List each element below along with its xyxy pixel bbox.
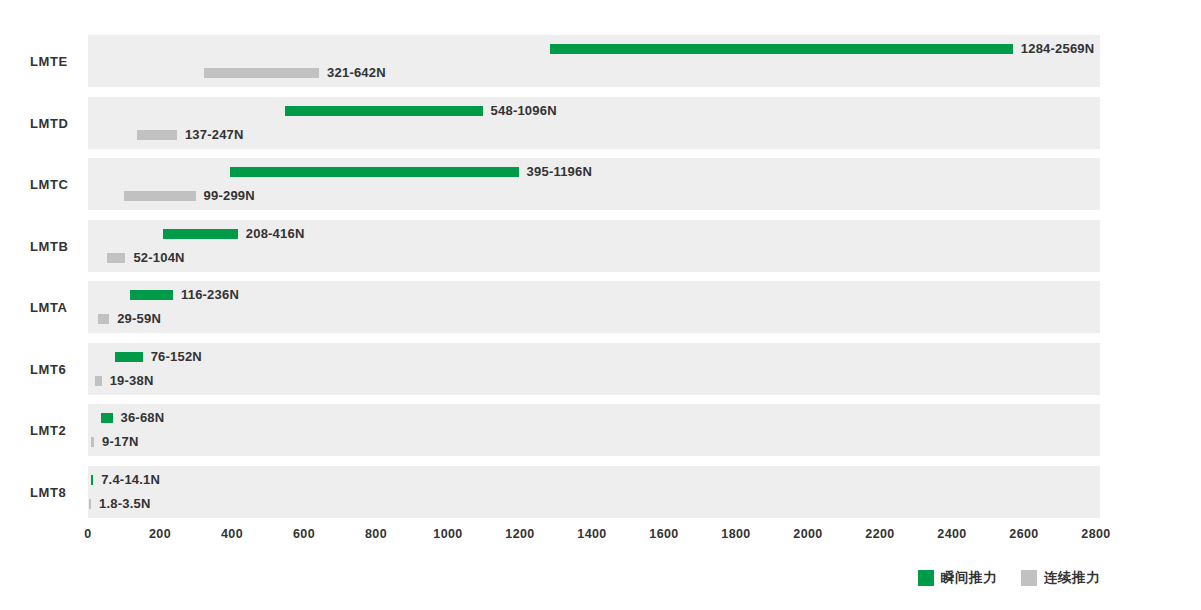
- bar-instant-thrust-lmte: [550, 44, 1013, 54]
- legend-label-continuous-thrust: 连续推力: [1044, 569, 1100, 587]
- chart-row-lmt6: [88, 343, 1100, 395]
- category-label-lmtc: LMTC: [30, 158, 84, 210]
- bar-value-label-instant-thrust-lmtc: 395-1196N: [527, 164, 592, 180]
- x-axis-tick-1400: 1400: [560, 527, 624, 541]
- bar-value-label-continuous-thrust-lmta: 29-59N: [117, 311, 161, 327]
- x-axis-tick-2800: 2800: [1064, 527, 1128, 541]
- bar-value-label-instant-thrust-lmt2: 36-68N: [121, 410, 165, 426]
- x-axis-tick-600: 600: [272, 527, 336, 541]
- bar-value-label-continuous-thrust-lmt6: 19-38N: [110, 373, 154, 389]
- bar-continuous-thrust-lmtd: [137, 130, 177, 140]
- bar-value-label-instant-thrust-lmte: 1284-2569N: [1021, 41, 1095, 57]
- x-axis-tick-1000: 1000: [416, 527, 480, 541]
- bar-value-label-instant-thrust-lmt6: 76-152N: [151, 349, 202, 365]
- bar-continuous-thrust-lmta: [98, 314, 109, 324]
- chart-row-lmta: [88, 281, 1100, 333]
- bar-value-label-instant-thrust-lmta: 116-236N: [181, 287, 239, 303]
- bar-value-label-instant-thrust-lmtb: 208-416N: [246, 226, 305, 242]
- legend-swatch-continuous-thrust: [1021, 570, 1037, 586]
- legend: 瞬间推力 连续推力: [918, 569, 1100, 587]
- x-axis-tick-800: 800: [344, 527, 408, 541]
- chart-row-lmtb: [88, 220, 1100, 272]
- bar-instant-thrust-lmtb: [163, 229, 238, 239]
- legend-label-instant-thrust: 瞬间推力: [941, 569, 997, 587]
- category-label-lmt6: LMT6: [30, 343, 84, 395]
- thrust-range-chart: LMTE 1284-2569N 321-642N LMTD 548-1096N 137-2…: [0, 0, 1201, 610]
- category-label-lmt8: LMT8: [30, 466, 84, 518]
- chart-row-lmt8: [88, 466, 1100, 518]
- legend-item-instant-thrust: 瞬间推力: [918, 569, 997, 587]
- bar-instant-thrust-lmtc: [230, 167, 518, 177]
- x-axis-tick-2000: 2000: [776, 527, 840, 541]
- x-axis-tick-2200: 2200: [848, 527, 912, 541]
- chart-row-lmt2: [88, 404, 1100, 456]
- category-label-lmtd: LMTD: [30, 97, 84, 149]
- bar-continuous-thrust-lmt6: [95, 376, 102, 386]
- x-axis-tick-200: 200: [128, 527, 192, 541]
- bar-instant-thrust-lmt8: [91, 475, 94, 485]
- bar-value-label-continuous-thrust-lmtd: 137-247N: [185, 127, 244, 143]
- bar-continuous-thrust-lmtb: [107, 253, 126, 263]
- x-axis-tick-400: 400: [200, 527, 264, 541]
- x-axis-tick-1600: 1600: [632, 527, 696, 541]
- chart-row-lmte: [88, 35, 1100, 87]
- bar-value-label-continuous-thrust-lmt8: 1.8-3.5N: [99, 496, 150, 512]
- bar-continuous-thrust-lmt2: [91, 437, 94, 447]
- bar-value-label-continuous-thrust-lmtc: 99-299N: [204, 188, 255, 204]
- bar-instant-thrust-lmt2: [101, 413, 113, 423]
- bar-value-label-instant-thrust-lmtd: 548-1096N: [491, 103, 557, 119]
- x-axis-tick-1800: 1800: [704, 527, 768, 541]
- category-label-lmte: LMTE: [30, 35, 84, 87]
- bar-continuous-thrust-lmtc: [124, 191, 196, 201]
- category-label-lmtb: LMTB: [30, 220, 84, 272]
- category-label-lmt2: LMT2: [30, 404, 84, 456]
- legend-swatch-instant-thrust: [918, 570, 934, 586]
- category-label-lmta: LMTA: [30, 281, 84, 333]
- x-axis-tick-2400: 2400: [920, 527, 984, 541]
- bar-instant-thrust-lmt6: [115, 352, 142, 362]
- bar-value-label-instant-thrust-lmt8: 7.4-14.1N: [101, 472, 160, 488]
- x-axis-tick-1200: 1200: [488, 527, 552, 541]
- bar-continuous-thrust-lmt8: [89, 499, 92, 509]
- bar-value-label-continuous-thrust-lmte: 321-642N: [327, 65, 386, 81]
- bar-value-label-continuous-thrust-lmtb: 52-104N: [133, 250, 184, 266]
- legend-item-continuous-thrust: 连续推力: [1021, 569, 1100, 587]
- bar-continuous-thrust-lmte: [204, 68, 320, 78]
- x-axis-tick-2600: 2600: [992, 527, 1056, 541]
- x-axis-tick-0: 0: [56, 527, 120, 541]
- bar-instant-thrust-lmtd: [285, 106, 482, 116]
- bar-value-label-continuous-thrust-lmt2: 9-17N: [102, 434, 138, 450]
- bar-instant-thrust-lmta: [130, 290, 173, 300]
